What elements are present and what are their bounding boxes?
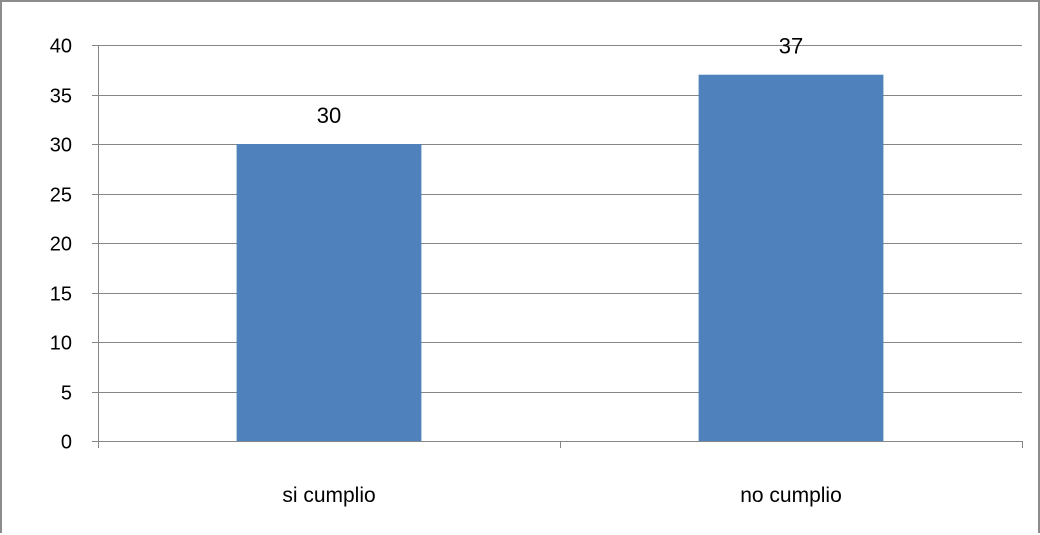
- category-label: no cumplio: [740, 484, 842, 507]
- bar-si-cumplio: [236, 144, 422, 441]
- data-label: 37: [779, 34, 803, 59]
- y-tick-label: 30: [50, 135, 72, 157]
- y-tick-label: 20: [50, 234, 72, 256]
- y-tick-label: 10: [50, 333, 72, 355]
- bars: [236, 74, 884, 441]
- y-tick-label: 0: [61, 432, 72, 454]
- y-tick-label: 35: [50, 86, 72, 108]
- category-label: si cumplio: [282, 484, 375, 507]
- bar-no-cumplio: [698, 74, 884, 441]
- data-label: 30: [317, 103, 341, 128]
- axes: [92, 45, 1023, 448]
- labels: 0 5 10 15 20 25 30 35 40 30 si cumplio 37 no cumplio: [50, 34, 842, 507]
- y-tick-label: 40: [50, 36, 72, 58]
- y-tick-label: 5: [61, 383, 72, 405]
- y-tick-label: 15: [50, 284, 72, 306]
- y-tick-label: 25: [50, 185, 72, 207]
